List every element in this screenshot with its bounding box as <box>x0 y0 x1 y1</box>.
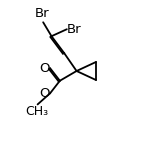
Text: O: O <box>39 62 50 75</box>
Text: CH₃: CH₃ <box>25 105 48 118</box>
Text: Br: Br <box>35 7 49 20</box>
Text: Br: Br <box>67 23 82 36</box>
Text: O: O <box>39 87 50 100</box>
